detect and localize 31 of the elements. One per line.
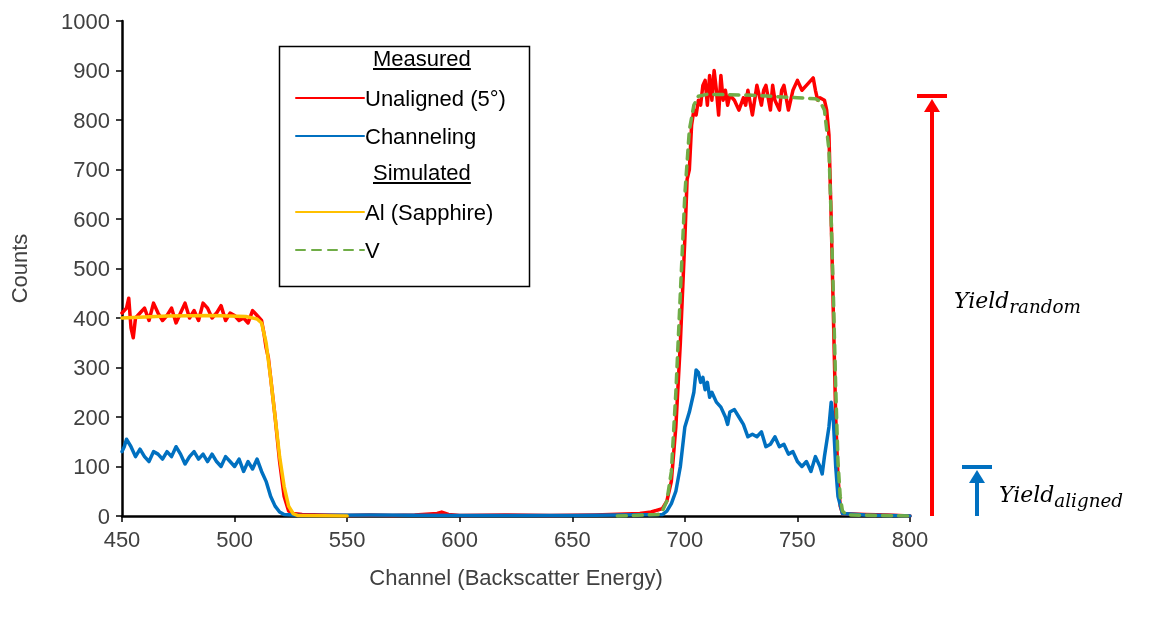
y-tick-label: 600 xyxy=(73,206,110,232)
y-tick-label: 500 xyxy=(73,256,110,281)
y-tick-label: 0 xyxy=(97,503,110,529)
y-tick-label: 900 xyxy=(73,58,110,83)
legend-label: V xyxy=(365,237,380,263)
x-tick-label: 600 xyxy=(441,526,479,552)
x-axis-title: Channel (Backscatter Energy) xyxy=(369,564,663,590)
x-tick-label: 550 xyxy=(328,526,366,552)
y-tick-label: 400 xyxy=(73,305,110,331)
x-tick-label: 500 xyxy=(216,526,253,552)
line-series xyxy=(120,313,349,518)
y-tick-label: 700 xyxy=(73,157,110,182)
x-tick-label: 750 xyxy=(779,526,816,552)
x-tick-label: 800 xyxy=(891,526,929,552)
legend-label: Channeling xyxy=(365,123,477,149)
y-tick-label: 1000 xyxy=(61,8,110,34)
x-tick-label: 650 xyxy=(553,526,591,552)
y-tick-label: 300 xyxy=(73,355,110,380)
y-tick-label: 100 xyxy=(73,454,110,479)
x-tick-label: 450 xyxy=(103,526,141,552)
text: Yield$_{aligned}$ xyxy=(999,482,1124,512)
text: Yield$_{random}$ xyxy=(954,288,1081,318)
y-axis-title: Counts xyxy=(6,233,32,304)
y-tick-label: 800 xyxy=(73,107,110,133)
legend-label: Al (Sapphire) xyxy=(365,199,494,225)
x-tick-label: 700 xyxy=(666,526,704,552)
annotation: Simulated xyxy=(373,160,471,186)
y-tick-label: 200 xyxy=(73,404,110,430)
line-series xyxy=(615,92,912,518)
annotation: Measured xyxy=(373,46,471,72)
legend-label: Unaligned (5°) xyxy=(365,85,506,111)
